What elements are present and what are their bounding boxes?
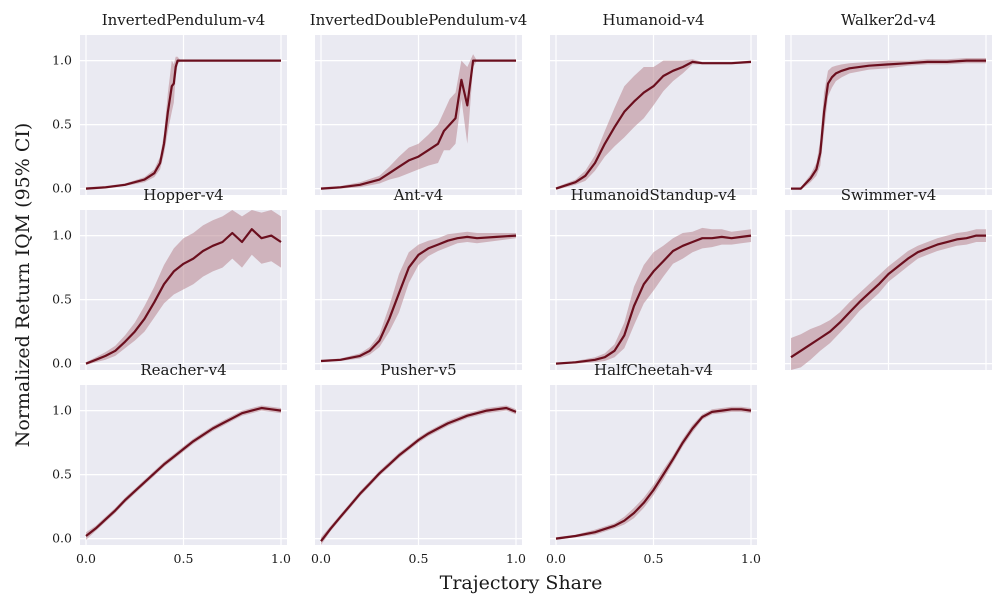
confidence-band bbox=[321, 54, 516, 190]
x-tick-label: 0.0 bbox=[311, 551, 331, 566]
subplot-title: Pusher-v5 bbox=[380, 361, 456, 379]
y-tick-label: 0.0 bbox=[52, 531, 72, 546]
y-tick-label: 0.5 bbox=[52, 467, 72, 482]
subplot-grid: InvertedPendulum-v4 0.0 0.5 1.0 InvertedDoub… bbox=[52, 11, 992, 566]
x-tick-label: 0.5 bbox=[174, 551, 194, 566]
subplot-1: InvertedPendulum-v4 0.0 0.5 1.0 bbox=[52, 11, 287, 196]
iqm-line bbox=[85, 59, 281, 190]
subplot-2: InvertedDoublePendulum-v4 bbox=[310, 11, 528, 195]
iqm-line bbox=[85, 406, 282, 537]
subplot-title: Swimmer-v4 bbox=[841, 186, 937, 204]
subplot-9: Reacher-v4 0.0 0.5 1.0 0.0 0.5 1.0 bbox=[52, 361, 291, 566]
subplot-3: Humanoid-v4 bbox=[550, 11, 757, 195]
iqm-line bbox=[320, 234, 517, 363]
x-tick-label: 0.5 bbox=[409, 551, 429, 566]
y-tick-label: 0.5 bbox=[52, 292, 72, 307]
subplot-11: HalfCheetah-v4 0.0 0.5 1.0 bbox=[546, 361, 761, 566]
subplot-4: Walker2d-v4 bbox=[785, 11, 992, 195]
iqm-line bbox=[320, 406, 517, 542]
x-tick-label: 0.0 bbox=[546, 551, 566, 566]
iqm-line bbox=[790, 234, 986, 359]
subplot-title: InvertedPendulum-v4 bbox=[102, 11, 266, 29]
subplot-title: Humanoid-v4 bbox=[602, 11, 704, 29]
iqm-line bbox=[555, 60, 752, 190]
subplot-7: HumanoidStandup-v4 bbox=[550, 186, 757, 370]
subplot-title: Ant-v4 bbox=[393, 186, 444, 204]
subplot-title: HalfCheetah-v4 bbox=[594, 361, 713, 379]
y-tick-label: 1.0 bbox=[52, 403, 72, 418]
subplot-6: Ant-v4 bbox=[315, 186, 522, 370]
subplot-title: InvertedDoublePendulum-v4 bbox=[310, 11, 528, 29]
y-tick-label: 0.0 bbox=[52, 181, 72, 196]
iqm-line bbox=[320, 59, 516, 190]
subplot-10: Pusher-v5 0.0 0.5 1.0 bbox=[311, 361, 526, 566]
subplot-5: Hopper-v4 0.0 0.5 1.0 bbox=[52, 186, 287, 371]
y-axis-label: Normalized Return IQM (95% CI) bbox=[12, 123, 34, 448]
x-tick-label: 0.0 bbox=[76, 551, 96, 566]
iqm-line bbox=[555, 408, 752, 540]
x-tick-label: 0.5 bbox=[644, 551, 664, 566]
y-tick-label: 0.0 bbox=[52, 356, 72, 371]
confidence-band bbox=[556, 227, 751, 364]
subplot-title: Walker2d-v4 bbox=[841, 11, 936, 29]
subplot-title: Hopper-v4 bbox=[143, 186, 223, 204]
iqm-line bbox=[85, 228, 282, 365]
subplot-title: HumanoidStandup-v4 bbox=[571, 186, 737, 204]
confidence-band bbox=[321, 231, 516, 363]
confidence-band bbox=[791, 229, 986, 370]
subplot-8: Swimmer-v4 bbox=[785, 186, 992, 370]
y-tick-label: 0.5 bbox=[52, 117, 72, 132]
y-tick-label: 1.0 bbox=[52, 228, 72, 243]
y-tick-label: 1.0 bbox=[52, 53, 72, 68]
iqm-line bbox=[791, 59, 986, 190]
x-tick-label: 1.0 bbox=[271, 551, 291, 566]
x-axis-label: Trajectory Share bbox=[440, 572, 603, 594]
x-tick-label: 1.0 bbox=[506, 551, 526, 566]
confidence-band bbox=[86, 210, 281, 365]
x-tick-label: 1.0 bbox=[741, 551, 761, 566]
iqm-line bbox=[555, 234, 752, 365]
subplot-title: Reacher-v4 bbox=[140, 361, 226, 379]
